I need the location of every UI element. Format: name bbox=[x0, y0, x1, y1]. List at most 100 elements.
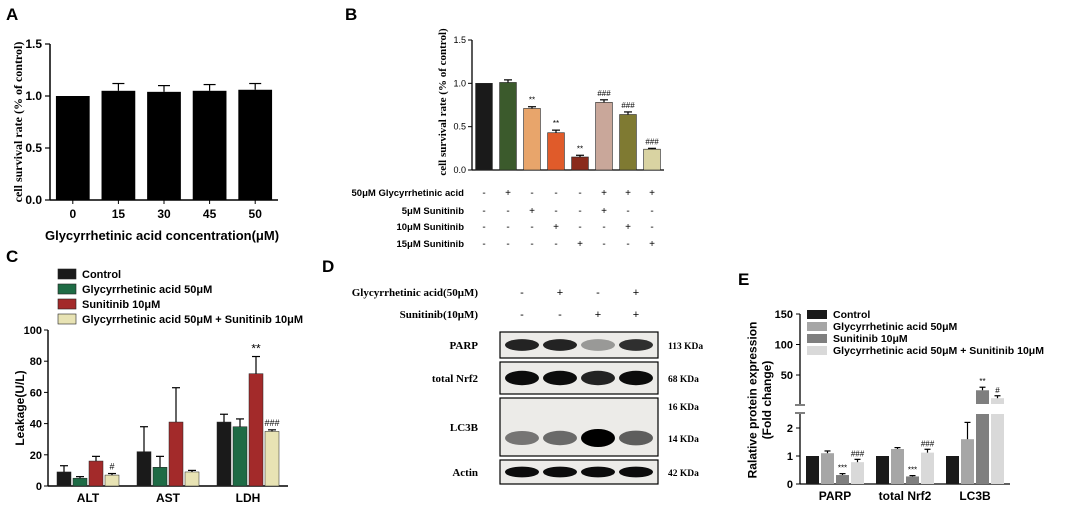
chart-c-bar bbox=[152, 467, 168, 487]
chart-e-bar bbox=[891, 449, 904, 484]
chart-b-condition-mark: - bbox=[626, 239, 629, 250]
chart-c: Leakage(U/L) Control Glycyrrhetinic acid … bbox=[13, 268, 303, 505]
chart-e-ytick-label: 50 bbox=[781, 370, 793, 382]
western-blot: Glycyrrhetinic acid(50μM) - + - + Sunitinib(1… bbox=[352, 287, 703, 485]
chart-e-ylabel-line: Ralative protein expression bbox=[745, 322, 759, 479]
chart-e-bar bbox=[821, 453, 834, 484]
chart-a-xlabel: Glycyrrhetinic acid concentration(μM) bbox=[45, 228, 279, 243]
chart-c-axes: 0 20 40 60 80 100 ALT AST LDH bbox=[24, 325, 288, 505]
blot-kda-label: 16 KDa bbox=[668, 403, 699, 413]
chart-e-bar bbox=[961, 439, 974, 484]
chart-a-bar bbox=[192, 90, 227, 200]
chart-c-ytick-label: 80 bbox=[30, 356, 42, 368]
chart-b-ytick-label: 0.0 bbox=[453, 165, 466, 175]
blot-header-label: Sunitinib(10μM) bbox=[400, 309, 479, 321]
chart-e-significance-label: ### bbox=[921, 439, 935, 448]
chart-e-bar bbox=[906, 476, 919, 484]
blot-kda-label: 68 KDa bbox=[668, 375, 699, 385]
chart-a-ytick-label: 0.0 bbox=[25, 193, 42, 207]
chart-b-significance-label: ### bbox=[621, 101, 635, 110]
chart-a-xtick-label: 45 bbox=[203, 207, 217, 221]
blot-header-label: Glycyrrhetinic acid(50μM) bbox=[352, 287, 479, 299]
panel-letter-e: E bbox=[738, 270, 749, 289]
chart-b-condition-mark: + bbox=[529, 206, 535, 217]
chart-c-bar bbox=[56, 471, 72, 487]
chart-e-legend-label: Glycyrrhetinic acid 50μM + Sunitinib 10μ… bbox=[833, 345, 1044, 357]
chart-b-bar bbox=[499, 82, 517, 171]
chart-b-condition-mark: + bbox=[625, 188, 631, 199]
chart-c-legend-swatch bbox=[57, 313, 77, 325]
chart-c-legend-swatch bbox=[57, 283, 77, 295]
blot-band bbox=[543, 430, 577, 446]
chart-e-bar bbox=[991, 414, 1004, 484]
chart-c-significance-label: ** bbox=[251, 342, 261, 356]
blot-protein-label: total Nrf2 bbox=[432, 373, 479, 385]
chart-b-condition-mark: - bbox=[578, 188, 581, 199]
chart-b-condition-mark: - bbox=[506, 206, 509, 217]
chart-c-ytick-label: 0 bbox=[36, 481, 42, 493]
blot-kda-label: 113 KDa bbox=[668, 342, 703, 352]
chart-b-bar bbox=[643, 148, 661, 171]
chart-b-bar bbox=[523, 108, 541, 171]
chart-c-ytick-label: 40 bbox=[30, 419, 42, 431]
chart-c-significance-label: # bbox=[109, 462, 114, 472]
chart-a-xtick-label: 0 bbox=[69, 207, 76, 221]
chart-b-condition-mark: - bbox=[482, 222, 485, 233]
blot-band bbox=[619, 370, 653, 386]
chart-e-ytick-label: 2 bbox=[787, 423, 793, 435]
chart-e-bar bbox=[876, 456, 889, 484]
chart-e-legend-label: Sunitinib 10μM bbox=[833, 333, 908, 345]
chart-b-significance-label: ### bbox=[597, 89, 611, 98]
chart-e-ytick-label: 150 bbox=[775, 309, 793, 321]
blot-band bbox=[505, 339, 539, 351]
chart-b: cell survival rate (% of control) 0.0 0.5… bbox=[352, 28, 664, 250]
blot-band bbox=[619, 466, 653, 478]
chart-c-legend-swatch bbox=[57, 298, 77, 310]
chart-e-ytick-label: 1 bbox=[787, 451, 793, 463]
chart-c-bar bbox=[264, 431, 280, 487]
chart-c-ytick-label: 20 bbox=[30, 450, 42, 462]
blot-header-mark: + bbox=[633, 309, 639, 321]
chart-b-condition-mark: - bbox=[650, 222, 653, 233]
chart-c-legend-label: Glycyrrhetinic acid 50μM bbox=[82, 284, 212, 296]
chart-e-bar bbox=[976, 414, 989, 484]
chart-a-ytick-label: 0.5 bbox=[25, 141, 42, 155]
blot-band bbox=[505, 466, 539, 478]
chart-b-condition-label: 5μM Sunitinib bbox=[402, 206, 464, 217]
chart-c-bar bbox=[232, 426, 248, 487]
blot-strip bbox=[499, 397, 659, 457]
chart-b-ytick-label: 1.5 bbox=[453, 35, 466, 45]
chart-b-condition-label: 15μM Sunitinib bbox=[396, 239, 464, 250]
chart-e-legend-swatch bbox=[807, 346, 827, 355]
chart-c-legend-swatch bbox=[57, 268, 77, 280]
chart-e-legend-swatch bbox=[807, 322, 827, 331]
blot-header-mark: + bbox=[633, 287, 639, 299]
chart-e-bar bbox=[991, 398, 1004, 404]
panel-letter-b: B bbox=[345, 5, 357, 24]
chart-b-bar bbox=[547, 132, 565, 171]
blot-kda-label: 14 KDa bbox=[668, 435, 699, 445]
chart-b-condition-mark: - bbox=[482, 188, 485, 199]
chart-e-bar bbox=[806, 456, 819, 484]
chart-c-bar bbox=[216, 421, 232, 487]
chart-b-condition-mark: + bbox=[601, 206, 607, 217]
blot-protein-label: Actin bbox=[452, 467, 478, 479]
chart-b-ylabel: cell survival rate (% of control) bbox=[437, 28, 449, 176]
chart-b-condition-mark: - bbox=[530, 239, 533, 250]
blot-band bbox=[581, 339, 615, 351]
chart-e-significance-label: # bbox=[995, 386, 1000, 395]
chart-b-significance-label: ### bbox=[645, 137, 659, 146]
chart-b-condition-mark: + bbox=[577, 239, 583, 250]
panel-letter-d: D bbox=[322, 257, 334, 276]
blot-band bbox=[505, 431, 539, 445]
chart-c-legend-label: Control bbox=[82, 269, 121, 281]
chart-e-legend-label: Control bbox=[833, 309, 870, 321]
chart-b-ytick-label: 1.0 bbox=[453, 78, 466, 88]
blot-header-mark: - bbox=[596, 287, 600, 299]
chart-c-bars: # ** ### bbox=[56, 342, 280, 487]
chart-c-legend: Control Glycyrrhetinic acid 50μM Sunitinib… bbox=[57, 268, 303, 326]
chart-b-bar bbox=[619, 114, 637, 171]
chart-b-condition-label: 10μM Sunitinib bbox=[396, 222, 464, 233]
chart-a-xtick-label: 50 bbox=[249, 207, 263, 221]
